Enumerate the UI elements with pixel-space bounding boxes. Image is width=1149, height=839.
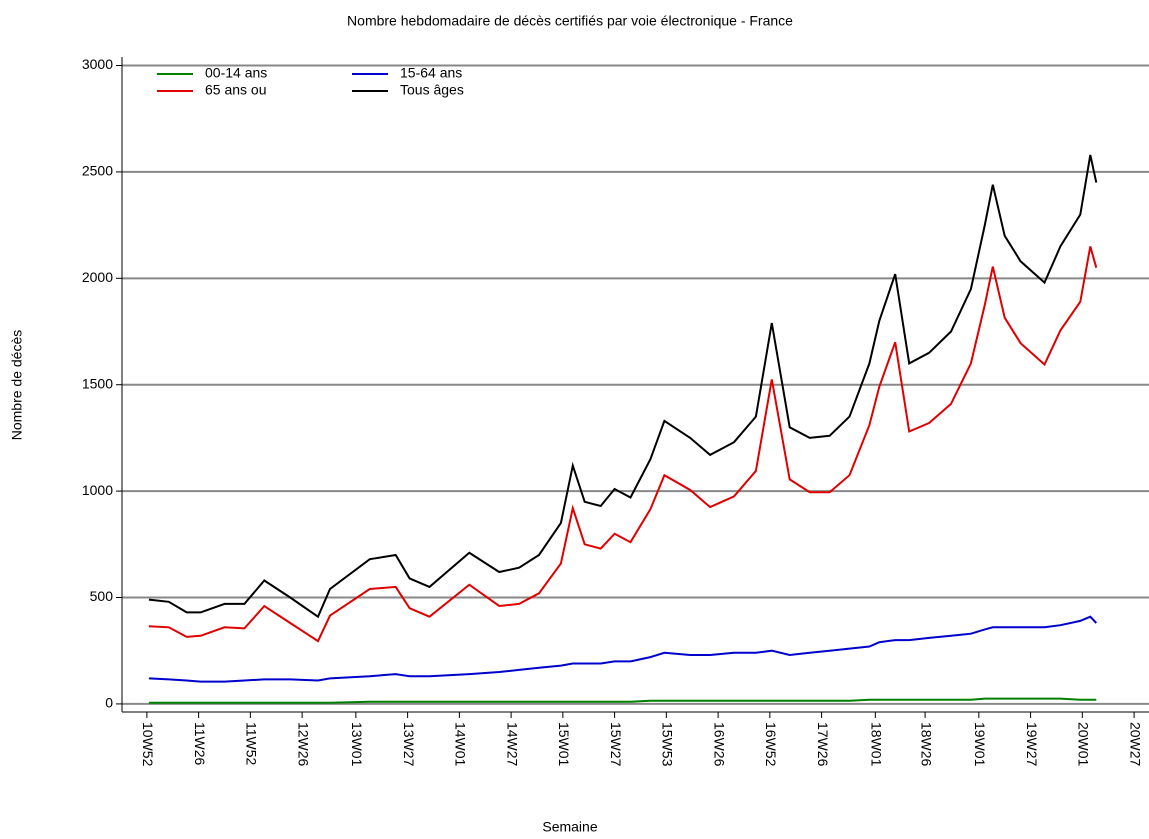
y-tick-label: 2000: [82, 269, 113, 285]
y-tick-label: 1500: [82, 375, 113, 391]
data-line: [148, 154, 1098, 619]
x-tick-label: 20W27: [1127, 722, 1143, 767]
x-tick-label: 18W01: [869, 722, 885, 767]
x-tick-label: 11W52: [244, 722, 260, 766]
x-tick-label: 16W52: [763, 722, 779, 767]
x-tick-label: 14W01: [453, 722, 469, 767]
y-tick-label: 2500: [82, 163, 113, 179]
data-line: [148, 246, 1098, 643]
x-tick-label: 19W01: [972, 722, 988, 767]
y-tick-label: 0: [105, 695, 113, 711]
x-axis-label: Semaine: [542, 819, 597, 835]
y-tick-label: 500: [90, 588, 114, 604]
data-line: [148, 615, 1098, 683]
x-tick-label: 15W27: [608, 722, 624, 767]
x-tick-label: 18W26: [918, 722, 934, 767]
x-tick-label: 16W26: [711, 722, 727, 767]
x-tick-label: 13W01: [349, 722, 365, 767]
x-tick-label: 11W26: [192, 722, 208, 766]
legend-label: 65 ans ou: [205, 82, 267, 98]
y-axis-label: Nombre de décès: [9, 330, 25, 441]
x-tick-label: 17W26: [815, 722, 831, 767]
data-line: [148, 697, 1097, 704]
x-tick-label: 14W27: [504, 722, 520, 767]
legend-label: 00-14 ans: [205, 65, 267, 81]
x-tick-label: 15W01: [556, 722, 572, 767]
x-tick-label: 19W27: [1024, 722, 1040, 767]
y-tick-label: 3000: [82, 56, 113, 72]
chart-title: Nombre hebdomadaire de décès certifiés p…: [347, 13, 793, 29]
x-tick-label: 10W52: [140, 722, 156, 767]
legend-label: 15-64 ans: [400, 65, 462, 81]
x-tick-label: 12W26: [295, 722, 311, 767]
legend-label: Tous âges: [400, 82, 464, 98]
x-tick-label: 13W27: [401, 722, 417, 767]
y-tick-label: 1000: [82, 482, 113, 498]
x-tick-label: 15W53: [660, 722, 676, 767]
x-tick-label: 20W01: [1076, 722, 1092, 767]
